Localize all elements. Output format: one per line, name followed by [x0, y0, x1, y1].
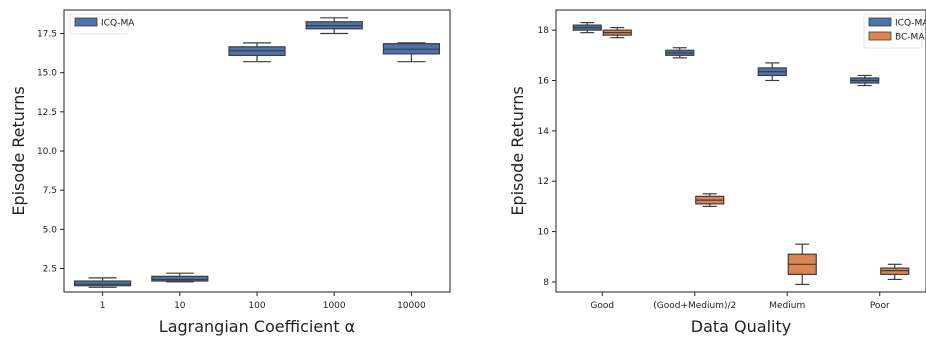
legend-label: BC-MA [895, 33, 925, 43]
y-tick-label: 18 [538, 26, 550, 36]
box-icq-ma--good-medium-2 [665, 47, 695, 59]
left-boxes [73, 17, 440, 288]
y-tick-label: 12.5 [37, 108, 57, 118]
legend-label: ICQ-MA [101, 19, 135, 29]
box-body [73, 280, 132, 287]
y-tick-label: 12 [538, 177, 549, 187]
right-y-ticks: 8 10 12 14 16 18 [538, 26, 556, 288]
x-tick-label: Good [590, 301, 614, 311]
legend-swatch [868, 31, 892, 41]
right-chart: 8 10 12 14 16 18 Good (Good+Medium)/2 Medium Poo… [508, 9, 926, 336]
box-bc-ma-poor [880, 263, 910, 281]
y-tick-label: 15.0 [37, 69, 57, 79]
left-y-axis-label: Episode Returns [9, 86, 28, 215]
right-x-ticks: Good (Good+Medium)/2 Medium Poor [590, 292, 890, 311]
box-bc-ma-good [602, 27, 632, 39]
y-tick-label: 5.0 [43, 225, 58, 235]
box-bc-ma--good-medium-2 [695, 193, 725, 207]
legend-label: ICQ-MA [895, 19, 926, 29]
box-bc-ma-medium [787, 243, 817, 286]
x-tick-label: 10000 [397, 301, 426, 311]
y-tick-label: 16 [538, 77, 550, 87]
box-body [880, 267, 910, 275]
right-y-axis-label: Episode Returns [508, 86, 527, 215]
box-icq-ma-10 [151, 272, 209, 283]
right-legend: ICQ-MA BC-MA [863, 13, 926, 49]
right-boxes [572, 21, 910, 286]
left-y-ticks: 2.5 5.0 7.5 10.0 12.5 15.0 17.5 [37, 30, 64, 275]
y-tick-label: 2.5 [43, 265, 57, 275]
box-icq-ma-poor [850, 74, 880, 87]
box-body [151, 275, 209, 282]
y-tick-label: 10.0 [37, 147, 57, 157]
box-icq-ma-good [572, 21, 602, 34]
left-x-axis-label: Lagrangian Coefficient α [159, 317, 355, 336]
y-tick-label: 8 [543, 278, 549, 288]
x-tick-label: Medium [769, 301, 805, 311]
box-icq-ma-100 [228, 42, 286, 63]
legend-swatch [868, 17, 892, 27]
left-chart: 2.5 5.0 7.5 10.0 12.5 15.0 17.5 1 10 100 1000 1000… [9, 9, 451, 336]
left-legend: ICQ-MA [69, 13, 135, 35]
box-icq-ma-medium [757, 62, 787, 82]
left-x-ticks: 1 10 100 1000 10000 [100, 292, 426, 311]
y-tick-label: 17.5 [37, 30, 57, 40]
y-tick-label: 7.5 [43, 186, 57, 196]
y-tick-label: 14 [538, 127, 550, 137]
right-plot-frame [555, 9, 926, 293]
x-tick-label: (Good+Medium)/2 [653, 301, 736, 311]
x-tick-label: Poor [870, 301, 890, 311]
y-tick-label: 10 [538, 228, 550, 238]
x-tick-label: 100 [248, 301, 265, 311]
x-tick-label: 1000 [323, 301, 346, 311]
box-icq-ma-1000 [305, 17, 363, 35]
x-tick-label: 10 [174, 301, 186, 311]
box-icq-ma-1 [73, 277, 132, 288]
legend-swatch [74, 17, 98, 27]
box-icq-ma-10000 [382, 42, 440, 63]
right-x-axis-label: Data Quality [691, 317, 791, 336]
x-tick-label: 1 [100, 301, 106, 311]
